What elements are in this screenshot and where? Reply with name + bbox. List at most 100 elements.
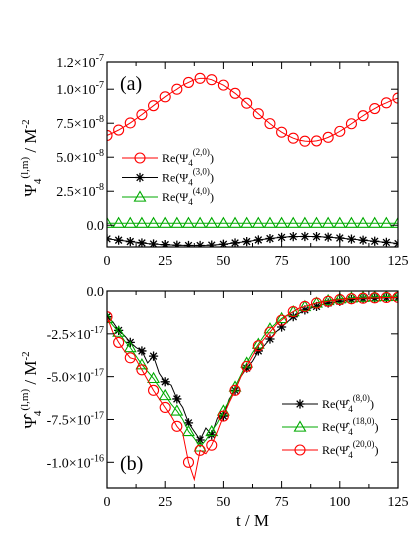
data-point — [253, 235, 263, 245]
data-point — [368, 291, 382, 302]
panel-label: (a) — [120, 73, 142, 95]
x-tick-label: 25 — [158, 495, 172, 510]
legend-marker — [134, 152, 146, 164]
data-point — [112, 325, 126, 337]
data-point — [136, 109, 148, 121]
data-point — [158, 216, 172, 228]
x-tick-label: 0 — [104, 254, 111, 269]
legend-label: Re(Ψ4(4,0)) — [162, 186, 214, 207]
data-point — [321, 216, 335, 228]
y-axis-label: Ψ4(l,m) / M-2 — [19, 119, 44, 196]
data-point — [216, 216, 230, 228]
data-point — [229, 384, 241, 396]
data-point — [321, 293, 335, 306]
data-point — [286, 304, 300, 317]
legend-item: Re(Ψ̂4(20,0)) — [282, 439, 378, 460]
data-point — [112, 216, 126, 228]
data-point — [182, 424, 195, 437]
legend-item: Re(Ψ̂4(18,0)) — [282, 416, 378, 437]
x-tick-label: 75 — [275, 254, 289, 269]
data-point — [158, 388, 172, 401]
legend-item: Re(Ψ4(4,0)) — [122, 186, 214, 207]
data-point — [299, 135, 311, 147]
data-point — [107, 311, 114, 324]
y-tick-label: 2.5×10-8 — [56, 182, 104, 200]
data-point — [205, 216, 219, 228]
data-point — [195, 240, 205, 247]
plot-area — [107, 72, 398, 247]
data-point — [380, 97, 392, 109]
data-point — [298, 216, 312, 228]
data-point — [240, 216, 254, 228]
data-point — [310, 135, 323, 147]
x-tick-label: 50 — [216, 254, 230, 269]
data-point — [252, 108, 264, 120]
data-point — [392, 291, 398, 303]
data-point — [114, 325, 124, 335]
data-point — [242, 236, 252, 247]
axes-frame — [106, 61, 399, 248]
data-point — [275, 216, 289, 228]
data-point — [265, 334, 275, 344]
data-point — [333, 216, 347, 228]
data-point — [182, 216, 195, 228]
data-point — [392, 92, 398, 104]
data-point — [251, 337, 265, 349]
legend-marker — [135, 172, 145, 183]
data-point — [276, 314, 288, 326]
y-tick-label: 0.0 — [87, 219, 105, 234]
data-point — [159, 401, 171, 414]
data-point — [114, 235, 124, 245]
data-point — [194, 72, 206, 84]
data-point — [107, 129, 113, 142]
data-point — [346, 234, 357, 244]
data-point — [379, 216, 393, 228]
x-tick-label: 0 — [104, 495, 111, 510]
data-point — [147, 216, 161, 228]
data-point — [252, 340, 264, 352]
data-point — [207, 240, 217, 247]
data-point — [345, 118, 357, 130]
data-point — [277, 232, 287, 242]
data-point — [217, 410, 229, 422]
y-tick-label: -7.5×10-17 — [47, 410, 104, 428]
y-tick-label: -5.0×10-17 — [47, 368, 104, 386]
series-line — [107, 295, 398, 448]
legend-label: Re(Ψ4(2,0)) — [162, 147, 214, 168]
data-point — [205, 424, 219, 437]
data-point — [137, 346, 147, 356]
data-point — [241, 360, 253, 372]
data-point — [322, 295, 334, 307]
data-point — [322, 131, 334, 143]
data-point — [125, 236, 135, 247]
data-point — [379, 291, 393, 302]
legend-marker — [295, 399, 305, 409]
data-point — [356, 291, 370, 302]
x-axis-label: t / M — [236, 511, 269, 530]
x-tick-label: 50 — [216, 495, 230, 510]
data-point — [369, 292, 381, 304]
data-point — [299, 300, 311, 312]
data-point — [107, 311, 113, 323]
x-tick-label: 75 — [275, 495, 289, 510]
y-tick-label: -2.5×10-17 — [47, 325, 104, 343]
data-point — [206, 74, 218, 86]
legend-label: Re(Ψ4(3,0)) — [162, 167, 214, 188]
data-point — [135, 216, 149, 228]
data-point — [148, 100, 160, 112]
data-point — [228, 216, 242, 228]
x-tick-label: 100 — [329, 495, 350, 510]
data-point — [171, 420, 183, 432]
legend-label: Re(Ψ̂4(20,0)) — [322, 439, 378, 460]
series-triangle-2 — [107, 216, 398, 228]
data-point — [193, 216, 207, 228]
data-point — [206, 439, 218, 451]
data-point — [170, 216, 184, 228]
data-point — [311, 232, 322, 242]
data-point — [148, 239, 159, 247]
data-point — [241, 97, 253, 109]
series-circle-0 — [107, 72, 398, 147]
panel-label: (b) — [120, 453, 143, 475]
data-point — [172, 394, 182, 404]
